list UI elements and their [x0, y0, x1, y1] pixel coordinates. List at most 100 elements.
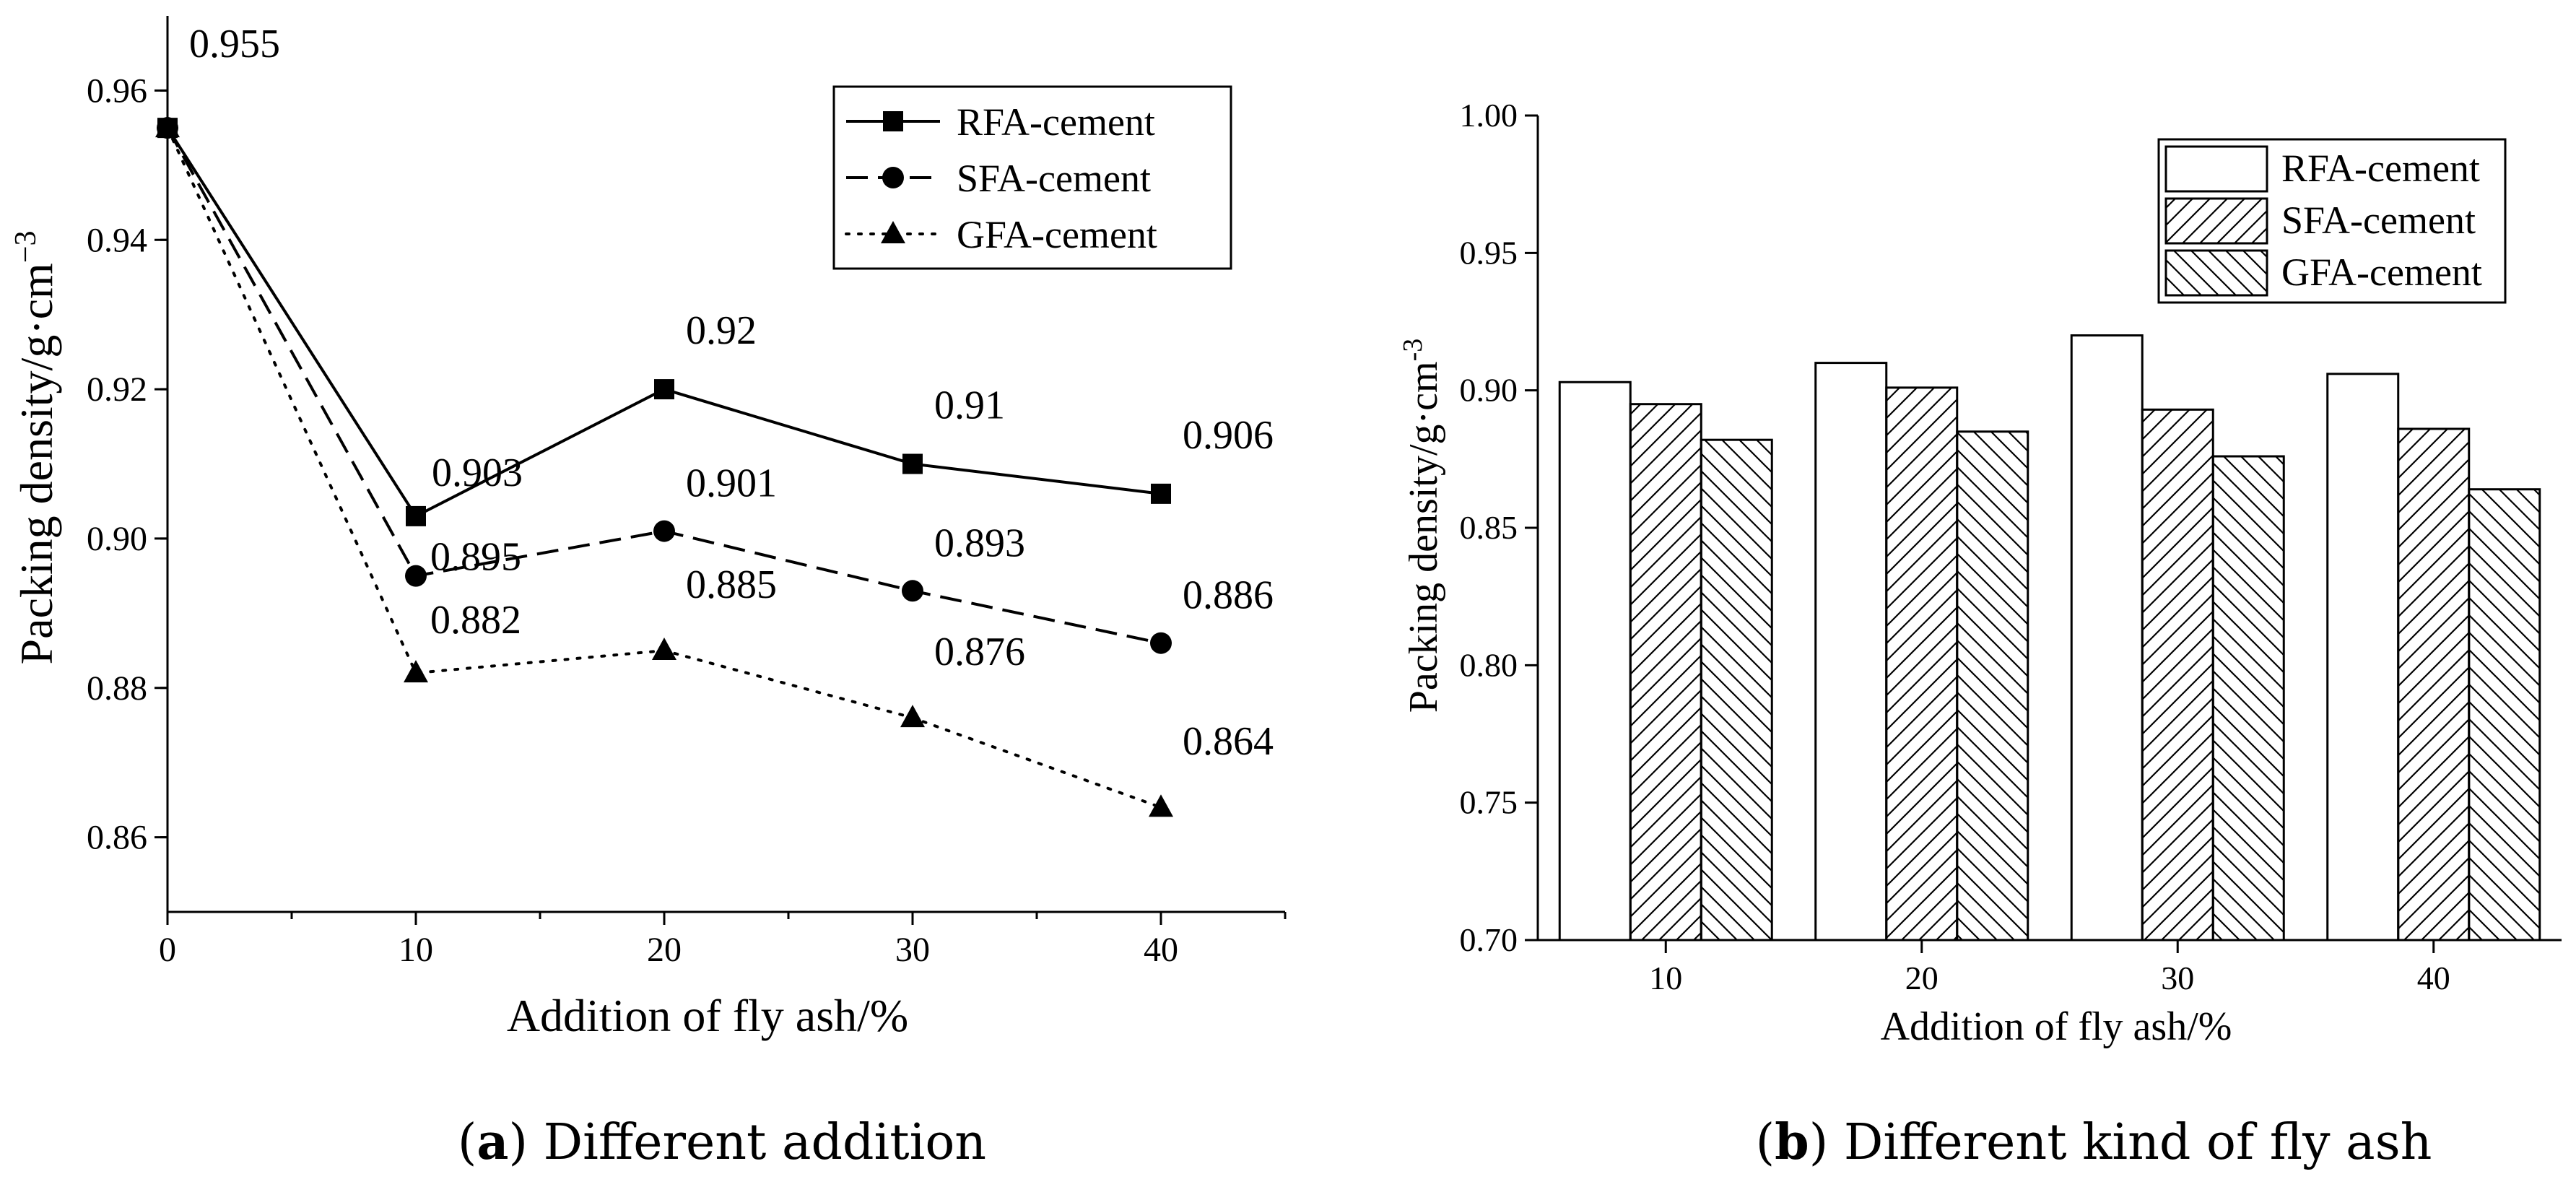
chart-a-markers	[155, 115, 1173, 817]
chart-a-data-label: 0.91	[934, 383, 1005, 428]
chart-a-y-tick-label: 0.86	[87, 819, 147, 857]
chart-a-point-sfa-cement	[653, 520, 675, 542]
chart-a-point-gfa-cement	[652, 638, 676, 661]
chart-a-y-axis-label: Packing density/g·cm−3	[9, 230, 62, 664]
chart-a-y-tick-label: 0.88	[87, 669, 147, 708]
chart-b-bar-gfa-cement	[1700, 438, 1773, 942]
chart-a-data-label: 0.886	[1183, 573, 1274, 618]
chart-a-y-axis-label-sup: −3	[9, 230, 43, 263]
chart-a-point-rfa-cement	[902, 453, 923, 474]
chart-a-data-label: 0.903	[432, 451, 523, 495]
chart-b-bar-sfa-cement	[1629, 403, 1702, 942]
chart-a-point-rfa-cement	[1151, 483, 1171, 504]
chart-b-legend-label: SFA-cement	[2281, 199, 2476, 242]
chart-b-y-tick-label: 0.75	[1460, 784, 1518, 821]
chart-b-bar-sfa-cement	[2141, 408, 2214, 942]
chart-a-legend-label: SFA-cement	[957, 157, 1151, 200]
chart-a-axes: 0.86 0.88 0.90 0.92 0.94 0.96 0 10 20 30 40	[87, 16, 1287, 969]
chart-b-bar-sfa-cement	[2397, 427, 2471, 942]
chart-b-y-tick-label: 0.95	[1460, 234, 1518, 271]
chart-b-y-axis-label: Packing density/g·cm-3	[1398, 339, 1446, 713]
chart-b-bar-rfa-cement	[2326, 373, 2400, 942]
chart-b-legend-swatch-gfa-cement	[2164, 249, 2268, 297]
chart-a-point-gfa-cement	[1149, 794, 1173, 817]
chart-b-y-axis-label-text: Packing density/g·cm	[1401, 361, 1446, 713]
chart-a-caption-open-paren: (	[458, 1114, 477, 1171]
chart-b-legend-label: RFA-cement	[2281, 147, 2480, 190]
chart-a-point-gfa-cement	[404, 660, 428, 683]
chart-a-data-label: 0.901	[686, 461, 777, 506]
chart-b-bar-gfa-cement	[1956, 430, 2029, 942]
chart-b-x-tick-label: 20	[1905, 960, 1938, 996]
chart-b-y-tick-label: 0.70	[1460, 921, 1518, 958]
chart-b-y-tick-label: 0.85	[1460, 509, 1518, 546]
chart-a-x-tick-label: 20	[647, 931, 682, 969]
chart-b-axes: 10 20 30 40 0.70 0.75 0.80 0.85 0.90 0.95 1.00	[1460, 97, 2562, 996]
chart-a-y-tick-label: 0.90	[87, 520, 147, 558]
chart-a-x-tick-label: 0	[159, 931, 176, 969]
chart-a-point-sfa-cement	[902, 580, 923, 602]
chart-a-x-axis-label: Addition of fly ash/%	[507, 990, 908, 1041]
chart-a-point-rfa-cement	[406, 505, 426, 526]
chart-b-caption-letter: b	[1775, 1113, 1809, 1171]
chart-a-caption: (a) Different addition	[458, 1113, 986, 1171]
chart-a-y-tick-label: 0.92	[87, 370, 147, 409]
chart-a-x-tick-label: 40	[1144, 931, 1178, 969]
chart-b-x-tick-label: 40	[2417, 960, 2450, 996]
chart-a-line: 0.860.880.900.920.940.960 10 20 30 40 0.9550…	[9, 16, 1287, 1171]
chart-a-legend-label: GFA-cement	[957, 213, 1157, 256]
chart-a-point-gfa-cement	[155, 115, 180, 138]
chart-a-data-label: 0.92	[686, 308, 757, 353]
chart-b-bar-rfa-cement	[1814, 362, 1888, 942]
chart-a-data-labels: 0.955 0.903 0.92 0.91 0.906 0.895 0.901 0.893 0.…	[189, 22, 1274, 764]
chart-b-legend-swatch-rfa-cement	[2164, 145, 2268, 193]
chart-b-caption: (b) Different kind of fly ash	[1756, 1113, 2432, 1171]
chart-b-y-tick-label: 0.90	[1460, 372, 1518, 409]
chart-a-point-sfa-cement	[1150, 632, 1172, 654]
chart-a-point-sfa-cement	[405, 565, 427, 587]
chart-a-caption-letter: a	[477, 1113, 508, 1171]
chart-a-data-label: 0.955	[189, 22, 280, 66]
chart-b-bar-rfa-cement	[2070, 334, 2144, 942]
chart-a-legend-label: RFA-cement	[957, 100, 1155, 144]
chart-a-point-gfa-cement	[900, 705, 925, 728]
chart-b-bar-gfa-cement	[2468, 488, 2541, 942]
chart-a-legend-marker-gfa-cement	[881, 221, 905, 243]
chart-b-bar-rfa-cement	[1558, 381, 1632, 942]
chart-b-caption-text: Different kind of fly ash	[1844, 1114, 2432, 1171]
chart-a-data-label: 0.864	[1183, 719, 1274, 764]
chart-a-data-label: 0.895	[430, 535, 521, 580]
chart-a-legend-marker-sfa-cement	[882, 167, 904, 188]
chart-a-x-tick-label: 10	[399, 931, 433, 969]
chart-b-caption-open-paren: (	[1756, 1114, 1775, 1171]
chart-a-caption-text: Different addition	[544, 1114, 986, 1171]
chart-a-x-tick-label: 30	[895, 931, 930, 969]
chart-a-data-label: 0.885	[686, 562, 777, 607]
chart-b-legend: RFA-cement SFA-cement GFA-cement	[2157, 138, 2507, 304]
chart-b-y-tick-label: 1.00	[1460, 97, 1518, 134]
chart-b-x-tick-label: 10	[1649, 960, 1682, 996]
chart-a-point-rfa-cement	[654, 379, 674, 400]
chart-b-x-tick-label: 30	[2161, 960, 2194, 996]
chart-b-caption-close-paren: )	[1809, 1114, 1844, 1171]
chart-a-y-tick-label: 0.96	[87, 71, 147, 110]
chart-a-data-label: 0.893	[934, 521, 1025, 565]
chart-b-bar-gfa-cement	[2211, 455, 2285, 942]
chart-a-y-axis-label-text: Packing density/g·cm	[11, 263, 62, 664]
chart-a-legend: RFA-cement SFA-cement GFA-cement	[832, 85, 1232, 270]
chart-a-data-label: 0.906	[1183, 413, 1274, 458]
chart-b-legend-swatch-sfa-cement	[2164, 197, 2268, 245]
chart-b-bar: 10 20 30 40 0.70 0.75 0.80 0.85 0.90 0.95 1.00 Add…	[1398, 97, 2562, 1171]
chart-a-data-label: 0.876	[934, 630, 1025, 674]
chart-b-x-axis-label: Addition of fly ash/%	[1881, 1004, 2232, 1049]
chart-a-legend-marker-rfa-cement	[883, 111, 903, 131]
chart-b-bars	[1558, 334, 2541, 942]
chart-b-legend-label: GFA-cement	[2281, 251, 2482, 294]
chart-b-y-axis-label-sup: -3	[1398, 339, 1428, 362]
chart-b-bar-sfa-cement	[1885, 386, 1959, 942]
chart-a-caption-close-paren: )	[508, 1114, 543, 1171]
chart-a-data-label: 0.882	[430, 598, 521, 643]
chart-a-y-tick-label: 0.94	[87, 221, 147, 259]
chart-b-y-tick-label: 0.80	[1460, 646, 1518, 683]
